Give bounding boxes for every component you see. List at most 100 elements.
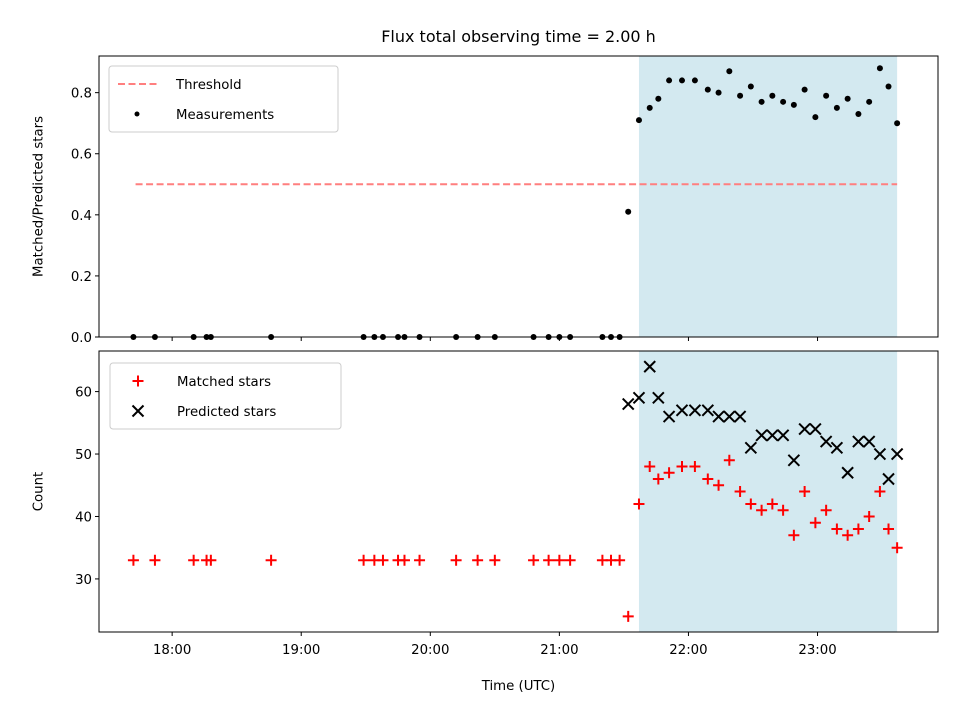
matched-star-point [883, 523, 895, 535]
predicted-star-point [809, 422, 822, 436]
predicted-star-point [787, 454, 801, 467]
measurement-point [666, 77, 673, 84]
measurement-point [715, 89, 722, 96]
matched-star-point [528, 554, 540, 566]
measurement-point [646, 104, 653, 111]
top-x-ticks [171, 337, 819, 341]
xtick-label: 19:00 [282, 643, 320, 658]
bottom-x-ticks: 18:00 19:00 20:00 21:00 22:00 23:00 [153, 632, 837, 658]
top-panel: 0.0 0.2 0.4 0.6 0.8 Flux total observing tim… [32, 27, 939, 346]
matched-star-point [788, 529, 800, 541]
xtick-label: 23:00 [798, 643, 836, 658]
matched-star-point [149, 554, 161, 566]
matched-star-point [205, 554, 217, 566]
matched-star-point [652, 473, 664, 485]
legend-matched-handle [132, 375, 144, 387]
legend-label: Predicted stars [177, 405, 276, 420]
measurement-point [833, 104, 840, 111]
top-ytick-label: 0.0 [71, 331, 92, 346]
predicted-star-point [723, 410, 736, 423]
measurement-point [885, 83, 892, 90]
predicted-star-point [632, 391, 646, 405]
matched-star-point [543, 554, 555, 566]
legend-predicted-handle [131, 404, 145, 418]
predicted-star-point [662, 410, 676, 423]
matched-star-point [644, 461, 656, 473]
measurement-point [691, 77, 698, 84]
measurement-point [737, 92, 744, 99]
predicted-star-point [712, 410, 725, 423]
top-ytick-label: 0.2 [71, 270, 92, 285]
matched-star-point [863, 510, 875, 522]
measurement-point [780, 98, 787, 105]
matched-star-point [614, 554, 626, 566]
predicted-star-point [688, 404, 702, 417]
matched-star-point [689, 461, 701, 473]
x-axis-label: Time (UTC) [481, 679, 556, 694]
matched-star-point [820, 504, 832, 516]
top-ytick-label: 0.6 [71, 148, 92, 163]
top-observing-window-span [638, 56, 898, 337]
predicted-star-point [622, 397, 635, 411]
matched-star-point [265, 554, 277, 566]
predicted-star-point [766, 429, 779, 442]
measurement-point [625, 208, 632, 215]
bottom-ytick-label: 30 [75, 573, 92, 588]
top-ytick-label: 0.8 [71, 87, 92, 102]
predicted-star-point [830, 441, 844, 454]
predicted-star-point [755, 429, 768, 442]
predicted-star-point [744, 441, 758, 454]
matched-star-point [799, 486, 811, 497]
measurement-point [747, 83, 754, 90]
measurement-point [655, 95, 662, 102]
predicted-star-point [841, 466, 854, 479]
matched-star-point [564, 554, 576, 566]
legend-label: Matched stars [177, 375, 271, 390]
top-axes-frame [98, 55, 939, 338]
predicted-star-point [652, 391, 665, 405]
predicted-star-point [819, 435, 833, 448]
top-legend: Threshold Measurements [108, 65, 339, 133]
xtick-label: 20:00 [411, 643, 449, 658]
measurement-point [678, 77, 685, 84]
matched-star-point [188, 554, 200, 566]
bottom-ytick-label: 50 [75, 448, 92, 463]
predicted-star-point [776, 429, 790, 442]
xtick-label: 21:00 [540, 643, 578, 658]
matched-star-point [553, 554, 565, 566]
matched-star-point [766, 498, 778, 510]
matched-star-point [734, 486, 746, 497]
matched-star-point [842, 529, 854, 541]
matched-star-point [702, 473, 714, 485]
predicted-star-point [882, 472, 895, 486]
bottom-y-ticks: 30 40 50 60 [75, 386, 99, 588]
matched-star-point [414, 554, 426, 566]
matched-star-point [633, 498, 645, 510]
matched-star-point [663, 467, 675, 479]
predicted-star-point [862, 435, 876, 448]
predicted-star-point [643, 360, 656, 373]
matched-star-point [723, 454, 735, 466]
matched-star-point [489, 554, 501, 566]
bottom-plot-marks [127, 360, 904, 622]
top-y-ticks: 0.0 0.2 0.4 0.6 0.8 [71, 87, 99, 346]
matched-star-point [377, 554, 389, 566]
matched-star-point [756, 504, 768, 516]
predicted-star-point [701, 404, 715, 417]
bottom-ytick-label: 60 [75, 386, 92, 401]
measurement-point [790, 101, 797, 108]
matched-star-point [831, 523, 843, 535]
predicted-star-point [852, 435, 865, 448]
measurement-point [894, 120, 901, 127]
top-y-axis-label: Matched/Predicted stars [32, 116, 47, 277]
predicted-star-point [733, 410, 747, 423]
bottom-y-axis-label: Count [32, 472, 47, 512]
measurement-point [801, 86, 808, 93]
xtick-label: 18:00 [153, 643, 191, 658]
matched-star-point [472, 554, 484, 566]
matched-star-point [891, 542, 903, 554]
bottom-ytick-label: 40 [75, 510, 92, 525]
measurement-point [726, 68, 733, 75]
measurement-point [758, 98, 765, 105]
